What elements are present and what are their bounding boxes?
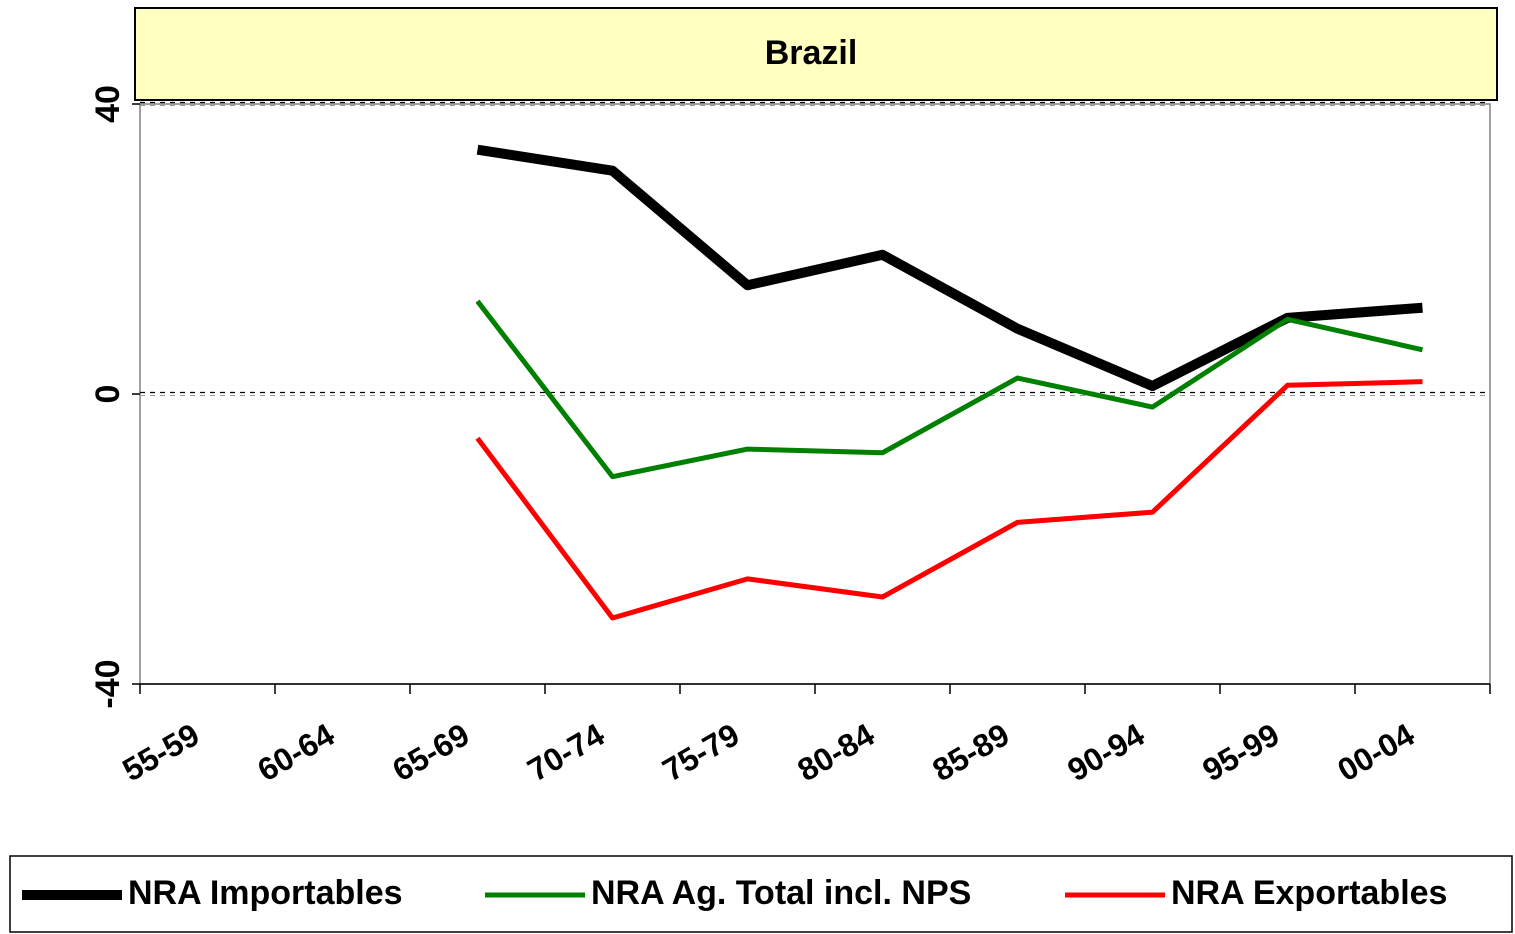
series-line xyxy=(475,379,1423,621)
x-tick-label: 95-99 xyxy=(1196,716,1285,788)
series-line xyxy=(476,144,1423,392)
x-tick-label: 70-74 xyxy=(521,716,610,788)
x-tick-label: 85-89 xyxy=(926,716,1015,788)
x-tick-label: 60-64 xyxy=(251,716,340,788)
x-tick-label: 90-94 xyxy=(1061,716,1150,788)
x-tick-label: 00-04 xyxy=(1331,716,1420,788)
series-line xyxy=(475,299,1424,480)
x-tick-label: 55-59 xyxy=(116,716,205,788)
title-box xyxy=(134,7,1498,101)
legend-label: NRA Ag. Total incl. NPS xyxy=(591,874,971,912)
x-tick-label: 80-84 xyxy=(791,716,880,788)
y-tick-label: 0 xyxy=(89,385,127,404)
legend-label: NRA Importables xyxy=(128,874,403,912)
y-tick-label: -40 xyxy=(89,659,127,708)
x-tick-label: 75-79 xyxy=(656,716,745,788)
y-tick-label: 40 xyxy=(89,85,127,123)
legend-box xyxy=(9,855,1513,933)
x-tick-label: 65-69 xyxy=(386,716,475,788)
legend-label: NRA Exportables xyxy=(1171,874,1447,912)
plot-area xyxy=(139,103,1491,685)
chart-title: Brazil xyxy=(765,34,858,72)
